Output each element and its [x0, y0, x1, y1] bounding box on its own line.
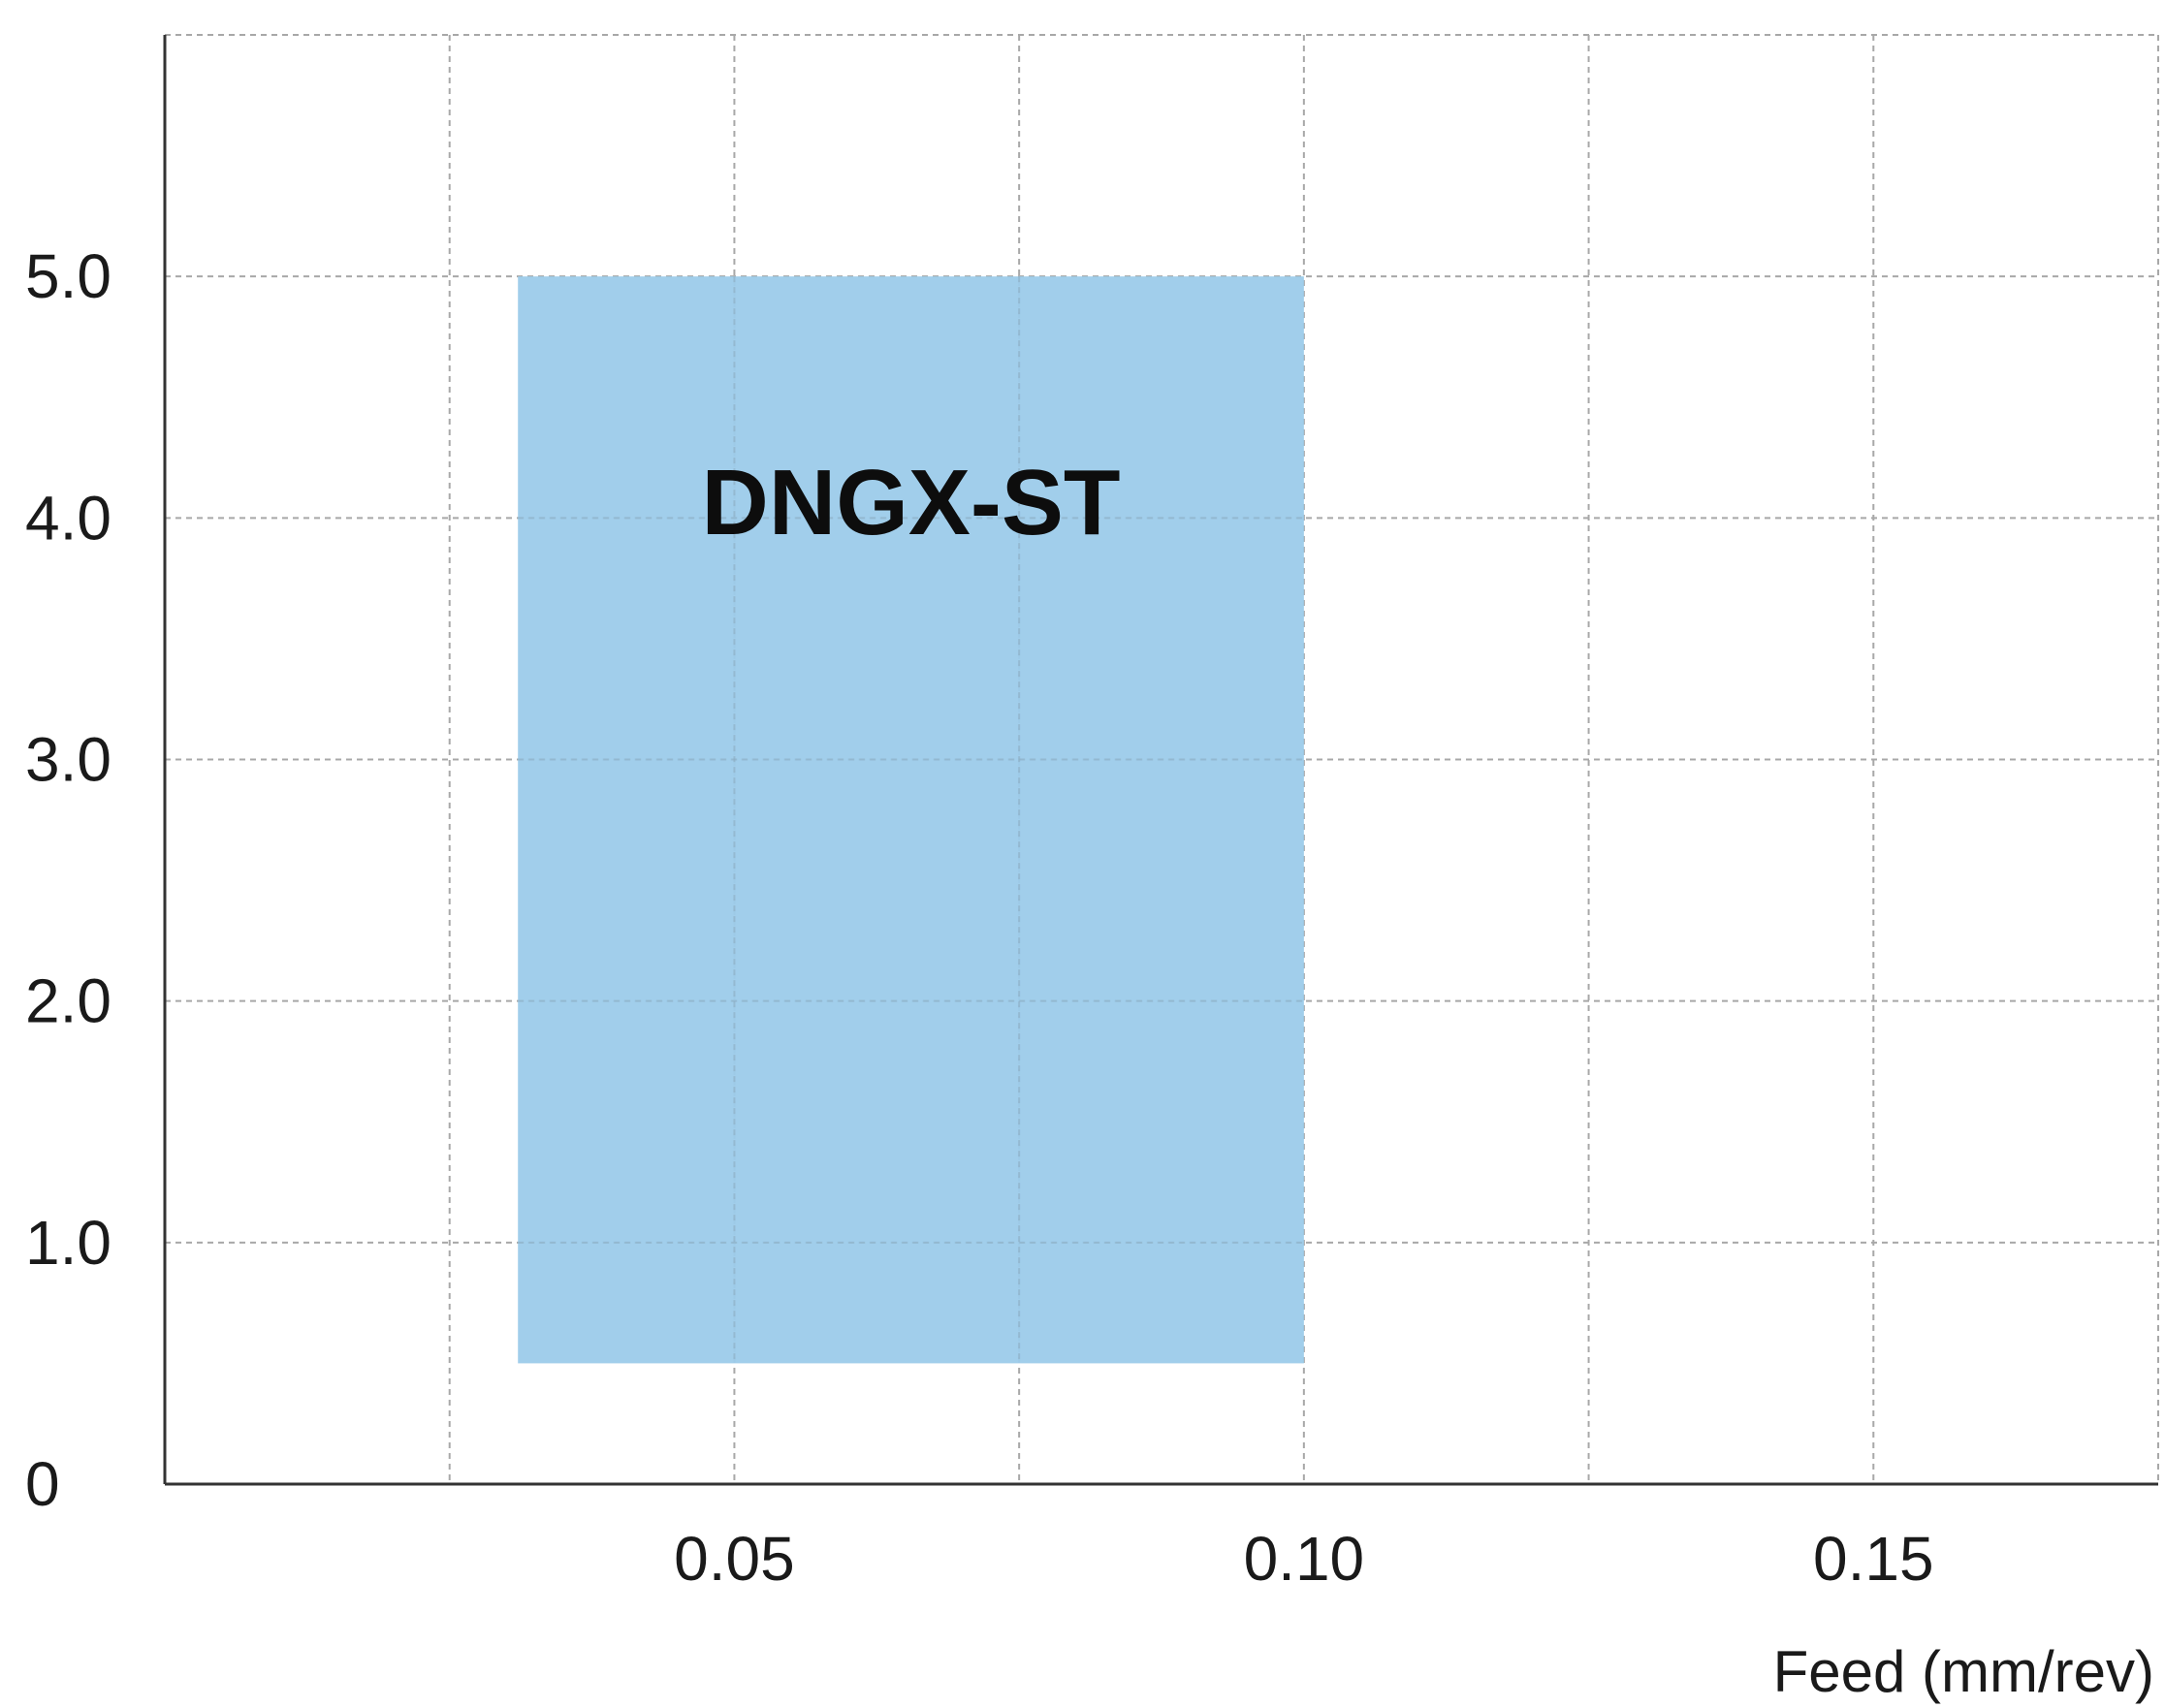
y-tick-label-1: 1.0	[25, 1208, 111, 1278]
y-tick-labels: 0 1.0 2.0 3.0 4.0 5.0	[25, 241, 111, 1519]
axes	[163, 35, 2158, 1486]
region-label: DNGX-ST	[702, 451, 1121, 554]
x-tick-labels: 0.05 0.10 0.15	[674, 1524, 1933, 1594]
region-dngx-st	[518, 276, 1304, 1364]
y-tick-label-4: 4.0	[25, 483, 111, 553]
x-tick-label-0: 0.05	[674, 1524, 795, 1594]
y-tick-label-3: 3.0	[25, 725, 111, 795]
x-axis-title: Feed (mm/rev)	[1773, 1639, 2154, 1704]
x-tick-label-1: 0.10	[1244, 1524, 1365, 1594]
x-tick-label-2: 0.15	[1813, 1524, 1934, 1594]
y-tick-label-0: 0	[25, 1449, 60, 1519]
y-tick-label-5: 5.0	[25, 241, 111, 311]
y-tick-label-2: 2.0	[25, 966, 111, 1036]
regions: DNGX-ST	[518, 276, 1304, 1364]
